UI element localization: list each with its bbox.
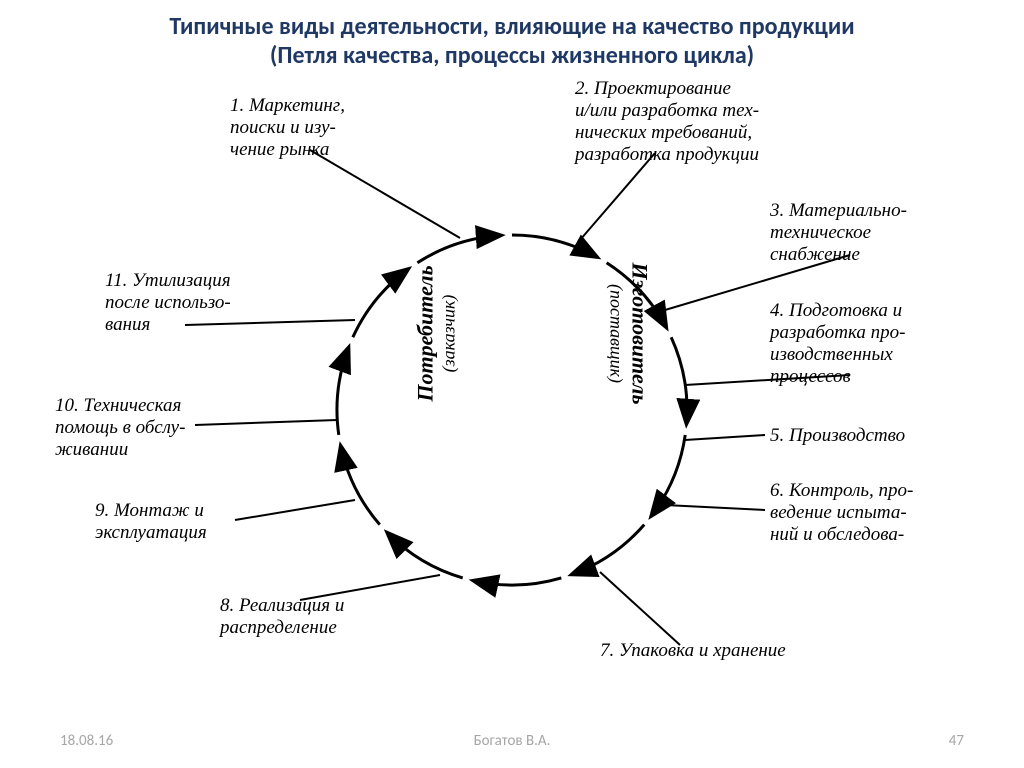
stage-label-9: 9. Монтаж и эксплуатация (95, 500, 207, 544)
stage-label-7: 7. Упаковка и хранение (600, 640, 786, 662)
inner-label-consumer-main: Потребитель (413, 265, 439, 401)
inner-label-consumer: Потребитель (заказчик) (413, 265, 460, 401)
leader-line-9 (235, 500, 355, 520)
inner-label-producer: Изготовитель (поставщик) (606, 262, 653, 404)
circle-arc-5 (573, 525, 644, 574)
leader-line-10 (195, 420, 337, 425)
leader-line-5 (685, 435, 765, 440)
inner-label-producer-sub: (поставщик) (606, 262, 627, 404)
leader-line-1 (310, 150, 460, 238)
inner-label-consumer-sub: (заказчик) (439, 265, 460, 401)
footer-page: 47 (949, 732, 964, 750)
stage-label-6: 6. Контроль, про- ведение испыта- ний и … (770, 480, 913, 546)
circle-arc-7 (388, 534, 463, 578)
stage-label-3: 3. Материально- техническое снабжение (770, 200, 907, 266)
stage-label-1: 1. Маркетинг, поиски и изу- чение рынка (230, 95, 345, 161)
footer-date: 18.08.16 (60, 732, 113, 750)
circle-arc-1 (512, 235, 596, 257)
stage-label-4: 4. Подготовка и разработка про- изводств… (770, 300, 905, 387)
inner-label-producer-main: Изготовитель (627, 262, 653, 404)
circle-arc-3 (671, 337, 687, 422)
stage-label-10: 10. Техническая помощь в обслу- живании (55, 395, 185, 461)
circle-arc-11 (417, 235, 499, 262)
stage-label-5: 5. Производство (770, 425, 905, 447)
stage-label-11: 11. Утилизация после использо- вания (105, 270, 231, 336)
leader-line-6 (665, 505, 765, 510)
footer-author: Богатов В.А. (474, 732, 551, 750)
stage-label-2: 2. Проектирование и/или разработка тех- … (575, 78, 759, 165)
circle-arc-8 (341, 447, 380, 525)
circle-arc-10 (353, 270, 408, 338)
stage-label-8: 8. Реализация и распределение (220, 595, 344, 639)
leader-line-7 (600, 572, 680, 645)
circle-arc-4 (652, 435, 685, 515)
leader-line-2 (580, 153, 655, 240)
circle-arc-9 (337, 349, 348, 435)
circle-arc-6 (475, 578, 562, 585)
